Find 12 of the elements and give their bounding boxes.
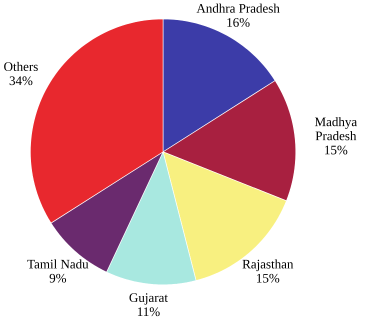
slice-label: Gujarat [130,293,168,305]
data-label: 15% [257,274,280,283]
data-label: 16% [227,18,250,27]
data-label: 9% [50,274,66,283]
slice-label: Others [4,62,38,72]
slice-label: Madhya Pradesh [314,117,357,140]
data-label: 34% [10,76,32,86]
data-label: 11% [138,307,160,316]
slice-label: Tamil Nadu [27,259,88,269]
data-label: 15% [325,146,348,155]
slice-label: Rajasthan [242,259,294,272]
slice-label: Andhra Pradesh [196,4,280,13]
